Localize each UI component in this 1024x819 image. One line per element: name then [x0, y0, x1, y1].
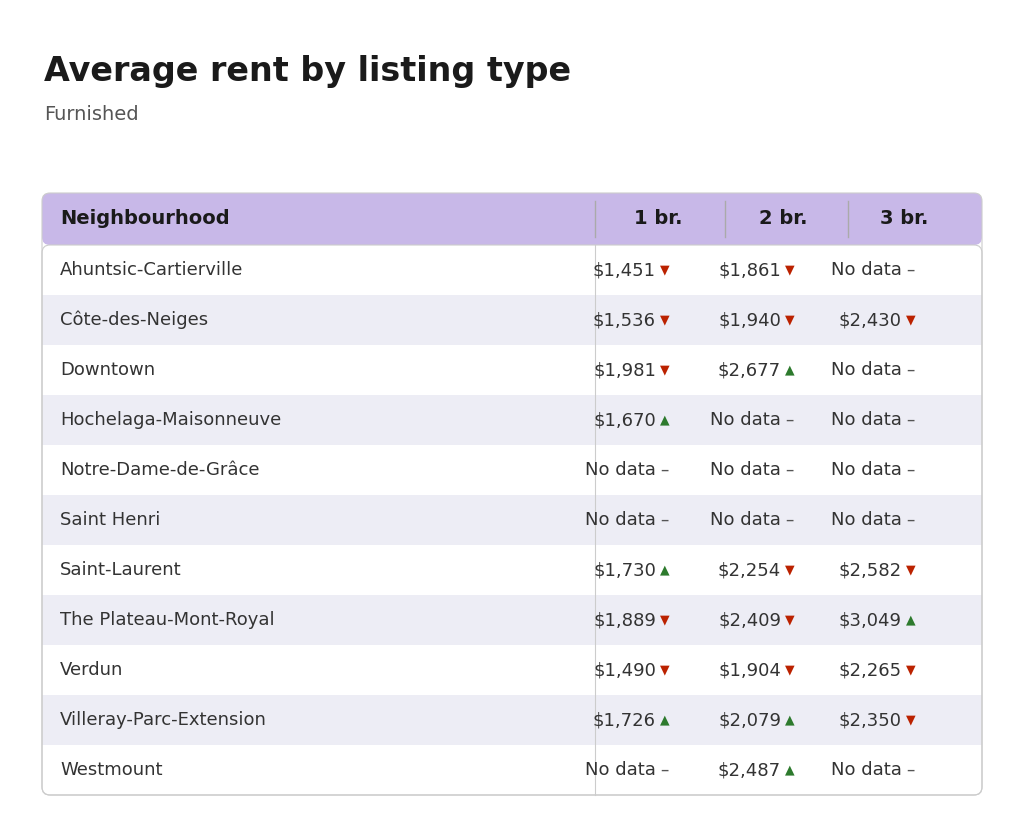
Text: ▼: ▼	[660, 364, 670, 377]
Text: $2,350: $2,350	[839, 711, 902, 729]
Text: No data: No data	[585, 461, 656, 479]
Text: No data: No data	[585, 511, 656, 529]
Text: Westmount: Westmount	[60, 761, 163, 779]
Text: Furnished: Furnished	[44, 105, 138, 124]
Text: No data: No data	[831, 511, 902, 529]
Text: No data: No data	[585, 761, 656, 779]
Text: 2 br.: 2 br.	[759, 210, 807, 229]
Text: $1,889: $1,889	[593, 611, 656, 629]
FancyBboxPatch shape	[42, 193, 982, 245]
Text: No data: No data	[831, 461, 902, 479]
Text: Côte-des-Neiges: Côte-des-Neiges	[60, 310, 208, 329]
Text: Villeray-Parc-Extension: Villeray-Parc-Extension	[60, 711, 267, 729]
Text: ▼: ▼	[906, 314, 915, 327]
Text: Saint-Laurent: Saint-Laurent	[60, 561, 181, 579]
Text: –: –	[785, 511, 794, 529]
Text: No data: No data	[831, 411, 902, 429]
Text: $2,079: $2,079	[718, 711, 781, 729]
Bar	[42, 595, 982, 645]
Bar	[42, 545, 982, 595]
Text: ▼: ▼	[906, 663, 915, 676]
Text: ▼: ▼	[785, 314, 795, 327]
Bar	[42, 395, 982, 445]
Text: –: –	[906, 411, 914, 429]
Text: $2,487: $2,487	[718, 761, 781, 779]
Bar	[42, 245, 982, 295]
Text: No data: No data	[831, 261, 902, 279]
Text: $1,940: $1,940	[718, 311, 781, 329]
Text: $2,265: $2,265	[839, 661, 902, 679]
Text: Saint Henri: Saint Henri	[60, 511, 161, 529]
Text: Average rent by listing type: Average rent by listing type	[44, 55, 571, 88]
Text: –: –	[906, 361, 914, 379]
Text: No data: No data	[831, 361, 902, 379]
Text: Notre-Dame-de-Grâce: Notre-Dame-de-Grâce	[60, 461, 259, 479]
Text: No data: No data	[710, 461, 781, 479]
Text: ▼: ▼	[785, 563, 795, 577]
Bar	[42, 495, 982, 545]
Text: ▼: ▼	[660, 663, 670, 676]
Text: ▲: ▲	[660, 713, 670, 726]
Text: $1,904: $1,904	[718, 661, 781, 679]
Text: –: –	[660, 511, 669, 529]
Text: ▼: ▼	[785, 264, 795, 277]
Text: $1,536: $1,536	[593, 311, 656, 329]
Text: Verdun: Verdun	[60, 661, 123, 679]
Text: $2,254: $2,254	[718, 561, 781, 579]
Text: ▲: ▲	[785, 763, 795, 776]
Bar	[42, 645, 982, 695]
Bar	[42, 445, 982, 495]
Text: ▼: ▼	[785, 613, 795, 627]
Text: ▲: ▲	[660, 414, 670, 427]
Text: $1,670: $1,670	[593, 411, 656, 429]
Text: $2,582: $2,582	[839, 561, 902, 579]
Text: ▼: ▼	[660, 264, 670, 277]
Text: Ahuntsic-Cartierville: Ahuntsic-Cartierville	[60, 261, 244, 279]
Text: Neighbourhood: Neighbourhood	[60, 210, 229, 229]
Text: 1 br.: 1 br.	[634, 210, 682, 229]
Text: $1,981: $1,981	[593, 361, 656, 379]
Text: ▲: ▲	[906, 613, 915, 627]
Bar	[42, 295, 982, 345]
Text: ▼: ▼	[660, 314, 670, 327]
Text: ▼: ▼	[906, 563, 915, 577]
Text: No data: No data	[710, 511, 781, 529]
Text: No data: No data	[710, 411, 781, 429]
Text: $1,451: $1,451	[593, 261, 656, 279]
Text: –: –	[906, 261, 914, 279]
Text: $1,726: $1,726	[593, 711, 656, 729]
Text: No data: No data	[831, 761, 902, 779]
Text: $1,490: $1,490	[593, 661, 656, 679]
Text: ▼: ▼	[906, 713, 915, 726]
Text: –: –	[906, 461, 914, 479]
Text: Hochelaga-Maisonneuve: Hochelaga-Maisonneuve	[60, 411, 282, 429]
Text: –: –	[906, 511, 914, 529]
Text: Downtown: Downtown	[60, 361, 155, 379]
Bar	[42, 345, 982, 395]
Text: ▼: ▼	[785, 663, 795, 676]
Text: –: –	[660, 761, 669, 779]
Text: –: –	[785, 411, 794, 429]
Text: ▼: ▼	[660, 613, 670, 627]
Text: $1,730: $1,730	[593, 561, 656, 579]
Text: –: –	[906, 761, 914, 779]
Text: ▲: ▲	[785, 364, 795, 377]
Text: ▲: ▲	[785, 713, 795, 726]
Text: $2,677: $2,677	[718, 361, 781, 379]
Text: $2,409: $2,409	[718, 611, 781, 629]
Text: 3 br.: 3 br.	[880, 210, 928, 229]
Text: $1,861: $1,861	[718, 261, 781, 279]
Text: –: –	[660, 461, 669, 479]
Text: $2,430: $2,430	[839, 311, 902, 329]
Text: $3,049: $3,049	[839, 611, 902, 629]
Text: –: –	[785, 461, 794, 479]
Text: The Plateau-Mont-Royal: The Plateau-Mont-Royal	[60, 611, 274, 629]
Bar	[42, 695, 982, 745]
Bar	[42, 745, 982, 795]
Text: ▲: ▲	[660, 563, 670, 577]
